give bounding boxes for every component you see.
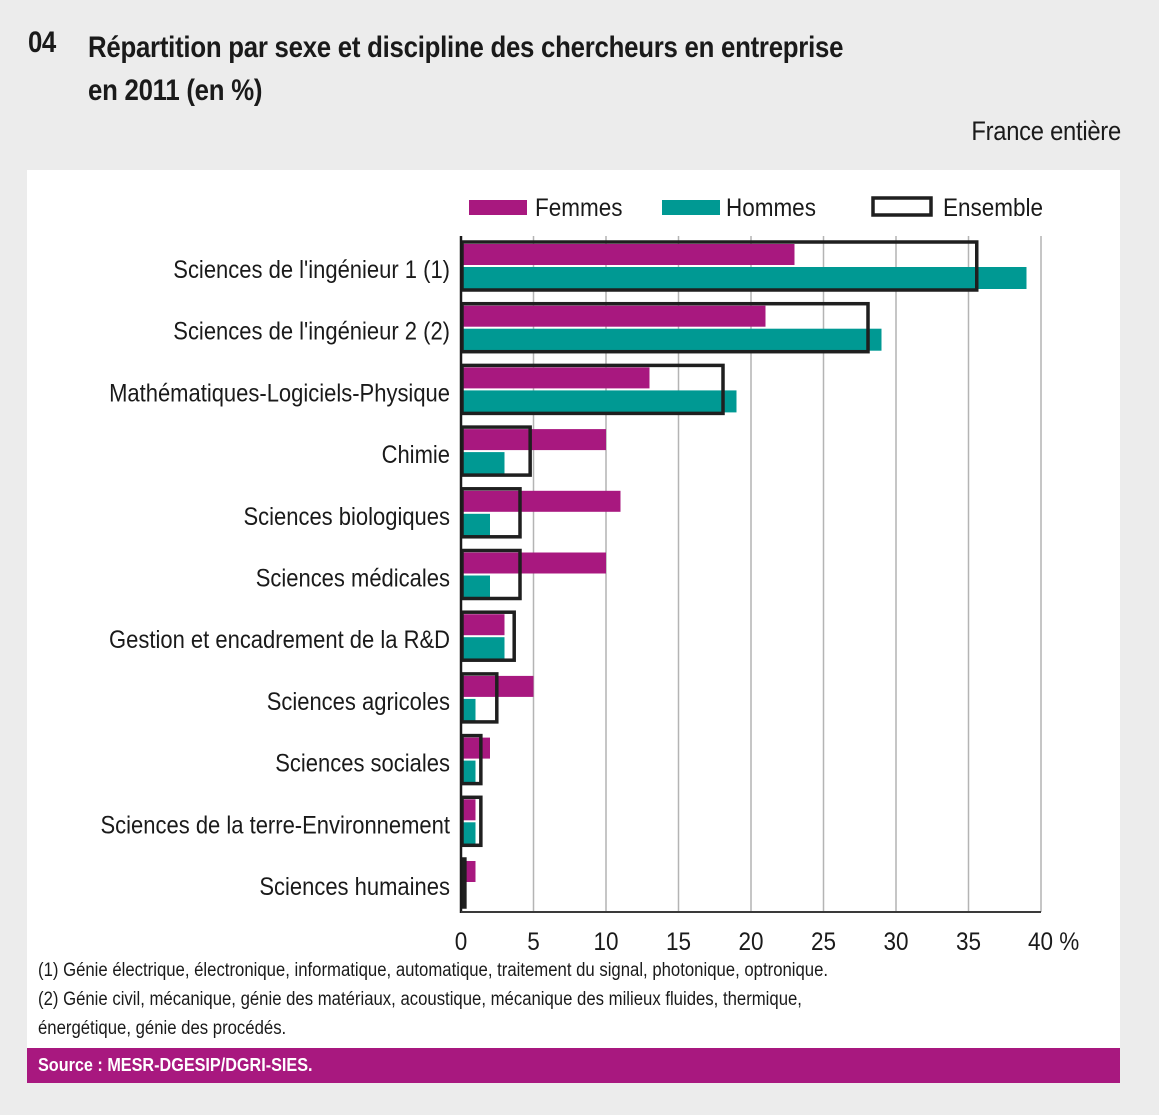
category-label: Sciences médicales [256,564,450,592]
category-label: Sciences agricoles [267,688,450,716]
bar-femmes [461,429,606,451]
category-label: Sciences biologiques [243,503,450,531]
bar-femmes [461,367,650,389]
figure-title-line-1: Répartition par sexe et discipline des c… [88,31,844,64]
source-text: Source : MESR-DGESIP/DGRI-SIES. [38,1055,313,1075]
geographic-scope: France entière [971,116,1121,146]
figure-number: 04 [28,26,56,59]
category-label: Mathématiques-Logiciels-Physique [109,379,450,407]
bar-femmes [461,305,766,327]
bar-femmes [461,737,490,759]
category-group [460,240,1027,292]
footnote-1: (1) Génie électrique, électronique, info… [38,960,829,981]
x-axis: 0 5 10 15 20 25 30 35 40 % [455,236,1079,956]
bar-hommes [461,390,737,413]
category-label: Sciences de l'ingénieur 2 (2) [173,317,450,345]
legend-swatch-hommes [662,200,720,215]
legend-label-femmes: Femmes [535,194,623,222]
legend-item-femmes: Femmes [469,194,623,222]
category-label: Chimie [382,441,450,469]
category-group [460,487,621,539]
bar-ensemble [460,857,467,909]
x-tick-label: 5 [527,928,540,956]
category-label: Gestion et encadrement de la R&D [109,626,450,654]
legend-item-hommes: Hommes [662,194,816,222]
x-tick-label: 15 [666,928,691,956]
x-tick-label: 40 % [1028,928,1079,956]
legend-swatch-ensemble [871,196,933,217]
legend: Femmes Hommes Ensemble [469,194,1043,222]
category-label: Sciences de l'ingénieur 1 (1) [173,256,450,284]
category-label: Sciences humaines [259,873,450,901]
category-group [460,795,483,848]
category-group [460,857,476,909]
figure-title-line-2: en 2011 (en %) [88,74,263,107]
x-tick-label: 0 [455,928,468,956]
category-label: Sciences de la terre-Environnement [101,811,451,839]
category-group [460,610,516,662]
bar-femmes [461,799,476,821]
bar-femmes [461,490,621,512]
bar-hommes [461,822,476,845]
category-group [460,733,490,786]
bar-hommes [461,328,882,351]
source-band: Source : MESR-DGESIP/DGRI-SIES. [27,1048,1120,1083]
bar-chart: Femmes Hommes Ensemble Sciences de l'ing… [101,194,1080,956]
category-group [460,672,534,724]
x-tick-label: 10 [593,928,618,956]
bar-hommes [461,452,505,475]
bar-femmes [461,614,505,636]
bar-hommes [461,513,490,536]
figure-title: Répartition par sexe et discipline des c… [88,26,1034,112]
bars [460,240,1027,909]
bar-hommes [461,760,476,783]
category-labels: Sciences de l'ingénieur 1 (1) Sciences de… [101,256,451,901]
legend-swatch-femmes [469,200,527,215]
bar-femmes [461,244,795,265]
category-label: Sciences sociales [275,749,450,777]
footnote-2: (2) Génie civil, mécanique, génie des ma… [38,989,802,1010]
category-group [460,363,737,416]
bar-hommes [461,698,476,721]
legend-label-hommes: Hommes [726,194,816,222]
x-tick-label: 25 [811,928,836,956]
legend-label-ensemble: Ensemble [943,194,1043,222]
bar-hommes [461,637,505,660]
x-tick-label: 35 [956,928,981,956]
x-tick-label: 20 [738,928,763,956]
x-tick-label: 30 [883,928,908,956]
footnotes: (1) Génie électrique, électronique, info… [38,956,936,1043]
footnote-2-continued: énergétique, génie des procédés. [38,1018,287,1039]
category-group [460,301,882,354]
legend-item-ensemble: Ensemble [871,194,1043,222]
bar-femmes [461,552,606,574]
bar-hommes [461,267,1027,289]
bar-hommes [461,575,490,598]
